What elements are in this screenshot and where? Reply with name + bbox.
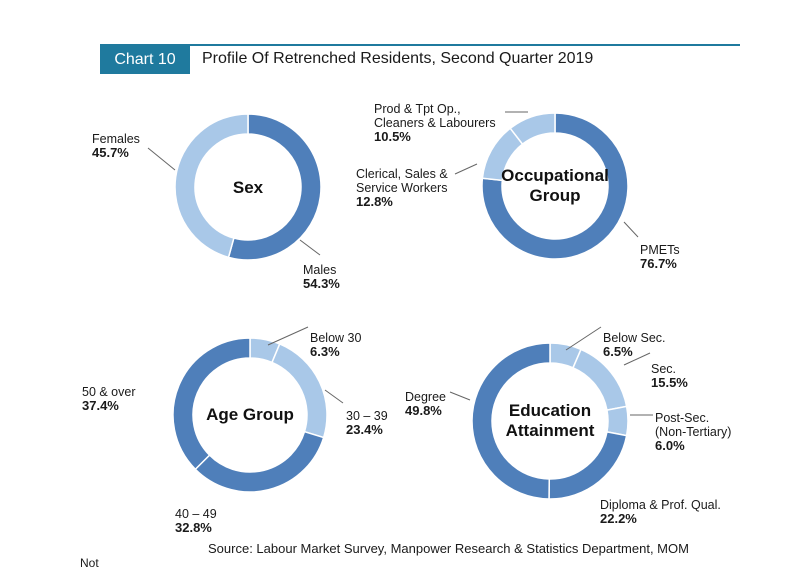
center-label-occupational-group: Occupational Group — [501, 166, 609, 205]
header-rule — [100, 44, 740, 46]
slice-label-males: Males 54.3% — [303, 263, 340, 291]
source-note: Source: Labour Market Survey, Manpower R… — [208, 541, 689, 556]
chart-title: Profile Of Retrenched Residents, Second … — [202, 50, 594, 67]
slice-label-degree: Degree 49.8% — [405, 390, 446, 418]
slice-label-below-sec: Below Sec. 6.5% — [603, 331, 666, 359]
slice-label-40-49: 40 – 49 32.8% — [175, 507, 217, 535]
leader-males — [299, 239, 321, 256]
slice-pmets — [481, 112, 629, 260]
leader-below-30 — [267, 326, 309, 346]
slice-label-50-over: 50 & over 37.4% — [82, 385, 136, 413]
slice-label-30-39: 30 – 39 23.4% — [346, 409, 388, 437]
leader-30-39 — [324, 389, 344, 404]
leader-clerical — [454, 163, 478, 175]
slice-40-49 — [194, 430, 325, 493]
center-label-education-attainment: Education Attainment — [505, 401, 595, 440]
center-label-age-group: Age Group — [206, 405, 294, 424]
leader-pmets — [623, 221, 639, 238]
slice-degree — [471, 342, 551, 500]
notes-cutoff: Not — [80, 556, 99, 570]
slice-label-diploma: Diploma & Prof. Qual. 22.2% — [600, 498, 721, 526]
slice-label-sec: Sec. 15.5% — [651, 362, 688, 390]
leader-females — [147, 147, 176, 171]
leader-sec — [623, 352, 651, 366]
slice-females — [174, 113, 249, 259]
slice-prod-tpt — [509, 112, 556, 146]
slice-50-over — [172, 337, 251, 471]
leader-below-sec — [565, 326, 602, 351]
slice-post-sec — [606, 405, 629, 437]
slice-label-pmets: PMETs 76.7% — [640, 243, 680, 271]
slice-label-prod-tpt: Prod & Tpt Op., Cleaners & Labourers 10.… — [374, 102, 496, 144]
slice-label-post-sec: Post-Sec. (Non-Tertiary) 6.0% — [655, 411, 732, 453]
slice-label-below-30: Below 30 6.3% — [310, 331, 362, 359]
slice-males — [227, 113, 322, 261]
leader-degree — [449, 391, 471, 401]
center-label-sex: Sex — [232, 178, 264, 197]
slice-label-females: Females 45.7% — [92, 132, 140, 160]
slice-label-clerical: Clerical, Sales & Service Workers 12.8% — [356, 167, 448, 209]
chart-number-badge: Chart 10 — [100, 46, 190, 74]
